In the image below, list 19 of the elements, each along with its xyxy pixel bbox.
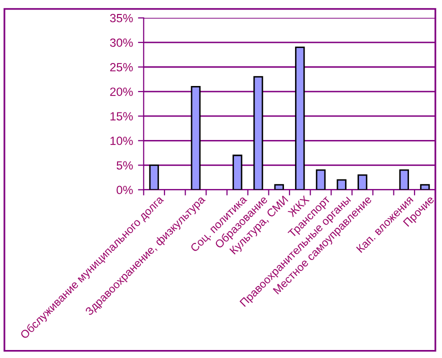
bar (336, 179, 346, 190)
bar (295, 46, 305, 190)
y-tick-label: 30% (110, 38, 133, 47)
y-tick-label: 25% (110, 63, 133, 72)
bar (232, 154, 242, 190)
bar (253, 76, 264, 190)
y-tick-label: 10% (110, 136, 133, 146)
y-tick-label: 15% (110, 112, 133, 120)
bar (420, 184, 430, 190)
y-tick-label: 5% (116, 161, 133, 170)
y-tick-label: 35% (110, 14, 133, 22)
y-tick-label: 0% (116, 186, 133, 194)
bar (274, 184, 284, 190)
y-tick-label: 20% (110, 88, 133, 96)
bar (190, 86, 201, 190)
bar (149, 164, 159, 190)
bar (316, 169, 326, 190)
bar (399, 169, 409, 190)
bar (358, 174, 368, 190)
